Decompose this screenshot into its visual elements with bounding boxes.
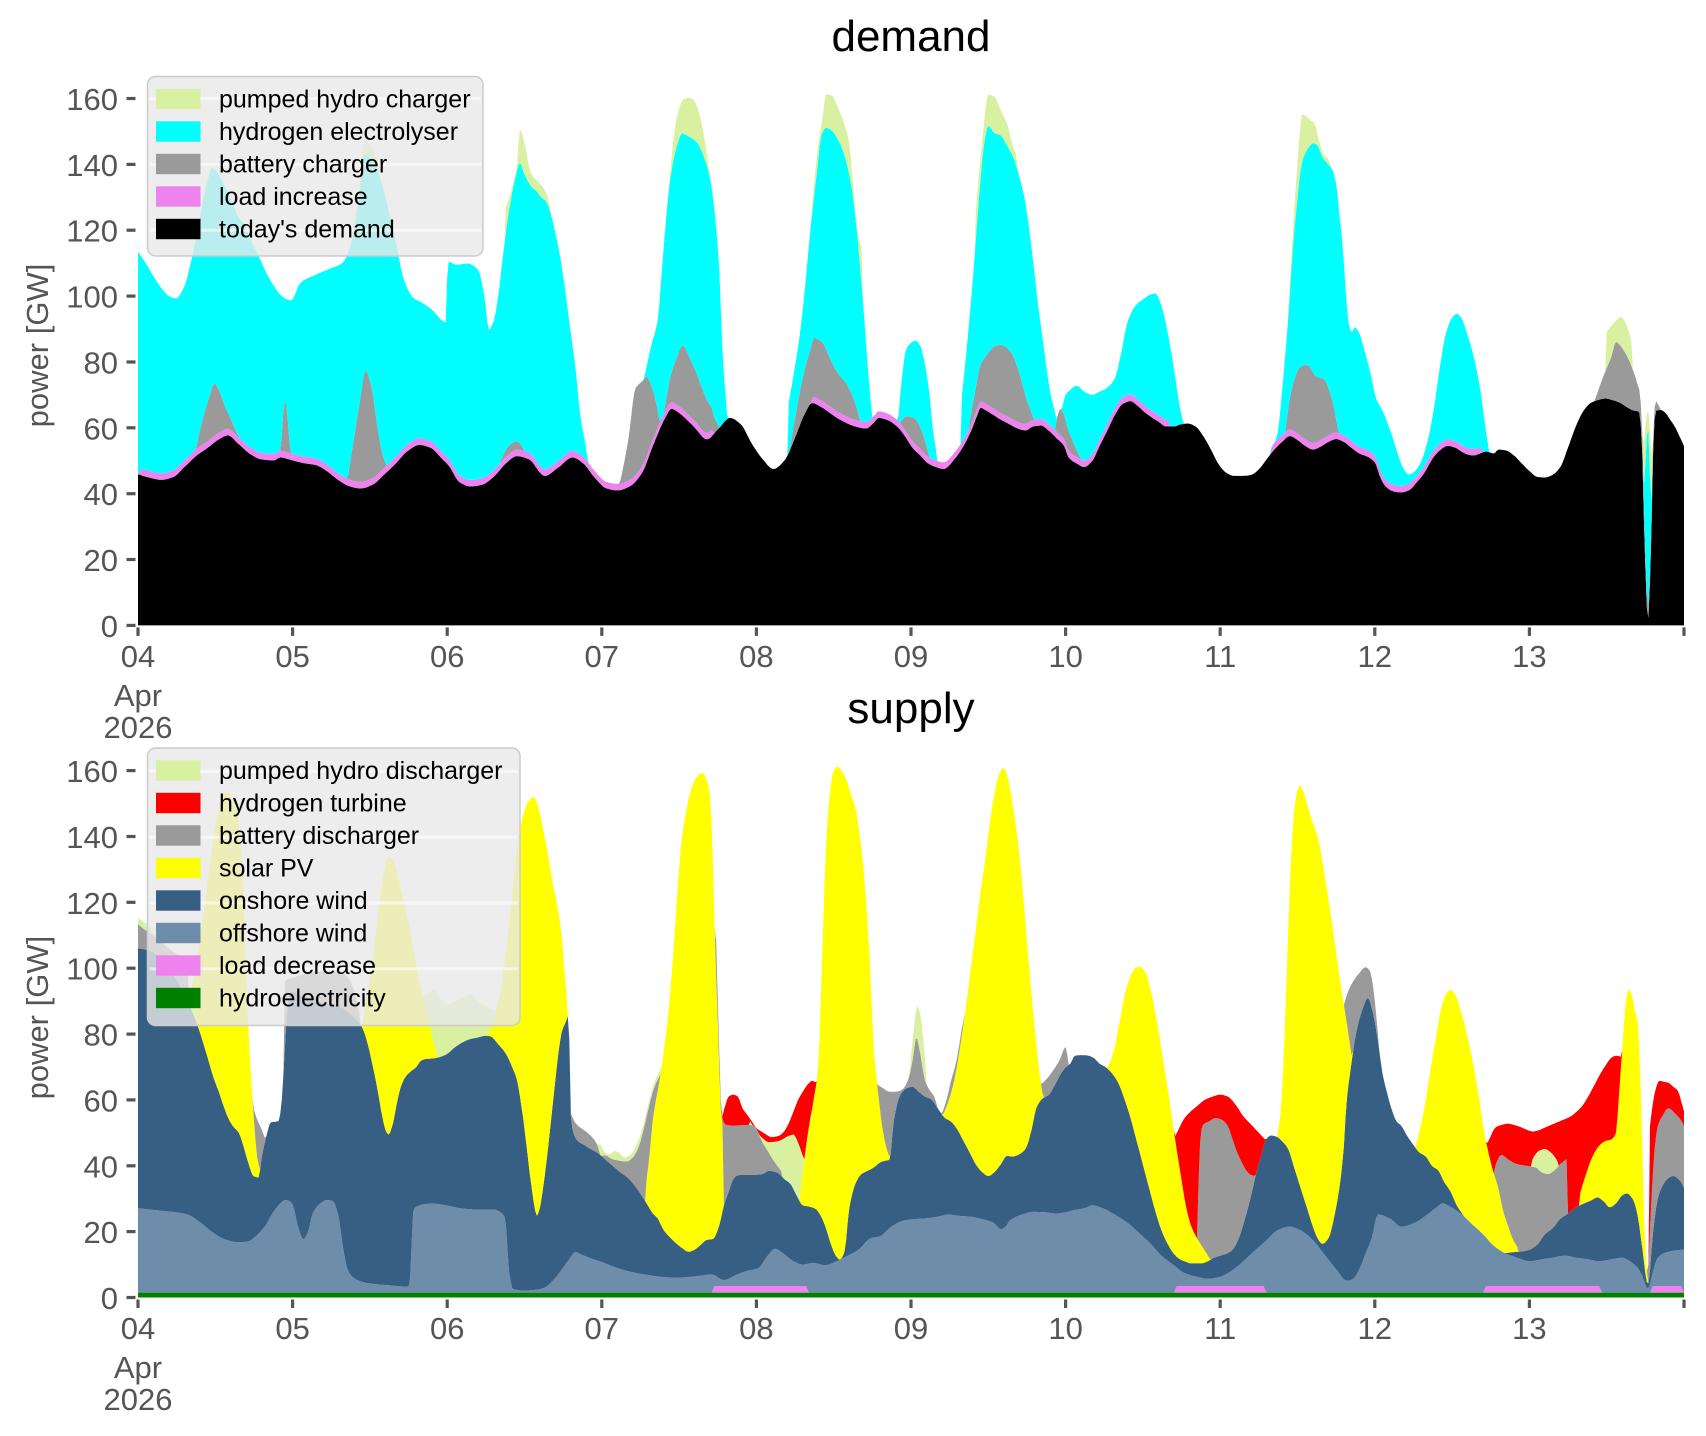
svg-text:power [GW]: power [GW]	[20, 936, 55, 1100]
svg-text:140: 140	[66, 820, 118, 855]
svg-text:08: 08	[739, 639, 773, 674]
svg-text:09: 09	[894, 639, 928, 674]
svg-text:Apr: Apr	[114, 1350, 162, 1385]
svg-text:20: 20	[84, 1215, 118, 1250]
svg-text:hydroelectricity: hydroelectricity	[219, 985, 386, 1013]
svg-text:120: 120	[66, 214, 118, 249]
svg-text:100: 100	[66, 280, 118, 315]
svg-text:load decrease: load decrease	[219, 952, 376, 980]
svg-text:60: 60	[84, 1083, 118, 1118]
svg-text:hydrogen turbine: hydrogen turbine	[219, 790, 407, 818]
svg-text:2026: 2026	[104, 710, 173, 745]
svg-text:60: 60	[84, 411, 118, 446]
svg-text:pumped hydro charger: pumped hydro charger	[219, 86, 471, 114]
svg-text:onshore wind: onshore wind	[219, 887, 368, 915]
svg-text:140: 140	[66, 148, 118, 183]
svg-text:2026: 2026	[104, 1382, 173, 1417]
svg-text:Apr: Apr	[114, 678, 162, 713]
svg-text:160: 160	[66, 82, 118, 117]
svg-text:07: 07	[585, 639, 619, 674]
svg-text:160: 160	[66, 754, 118, 789]
svg-text:13: 13	[1512, 1311, 1546, 1346]
svg-text:40: 40	[84, 1149, 118, 1184]
svg-text:05: 05	[275, 1311, 309, 1346]
svg-text:pumped hydro discharger: pumped hydro discharger	[219, 757, 503, 785]
svg-text:13: 13	[1512, 639, 1546, 674]
svg-text:0: 0	[101, 1281, 118, 1316]
svg-text:10: 10	[1048, 1311, 1082, 1346]
svg-text:10: 10	[1048, 639, 1082, 674]
svg-text:hydrogen electrolyser: hydrogen electrolyser	[219, 118, 458, 146]
svg-text:12: 12	[1358, 639, 1392, 674]
svg-text:06: 06	[430, 639, 464, 674]
svg-text:load increase: load increase	[219, 183, 368, 211]
svg-text:power [GW]: power [GW]	[20, 264, 55, 428]
svg-text:04: 04	[121, 639, 155, 674]
svg-text:04: 04	[121, 1311, 155, 1346]
svg-text:06: 06	[430, 1311, 464, 1346]
svg-text:80: 80	[84, 1018, 118, 1053]
svg-text:120: 120	[66, 886, 118, 921]
svg-text:11: 11	[1204, 639, 1236, 674]
svg-text:0: 0	[101, 609, 118, 644]
svg-text:07: 07	[585, 1311, 619, 1346]
svg-text:100: 100	[66, 952, 118, 987]
svg-text:today's demand: today's demand	[219, 216, 395, 244]
svg-text:solar PV: solar PV	[219, 855, 314, 883]
svg-text:09: 09	[894, 1311, 928, 1346]
svg-text:08: 08	[739, 1311, 773, 1346]
svg-text:20: 20	[84, 543, 118, 578]
svg-text:11: 11	[1204, 1311, 1236, 1346]
svg-text:battery discharger: battery discharger	[219, 822, 419, 850]
svg-text:offshore wind: offshore wind	[219, 920, 367, 948]
svg-text:supply: supply	[847, 684, 974, 733]
svg-text:12: 12	[1358, 1311, 1392, 1346]
svg-text:demand: demand	[831, 12, 990, 61]
svg-text:battery charger: battery charger	[219, 151, 387, 179]
svg-text:05: 05	[275, 639, 309, 674]
svg-text:80: 80	[84, 346, 118, 381]
svg-text:40: 40	[84, 477, 118, 512]
